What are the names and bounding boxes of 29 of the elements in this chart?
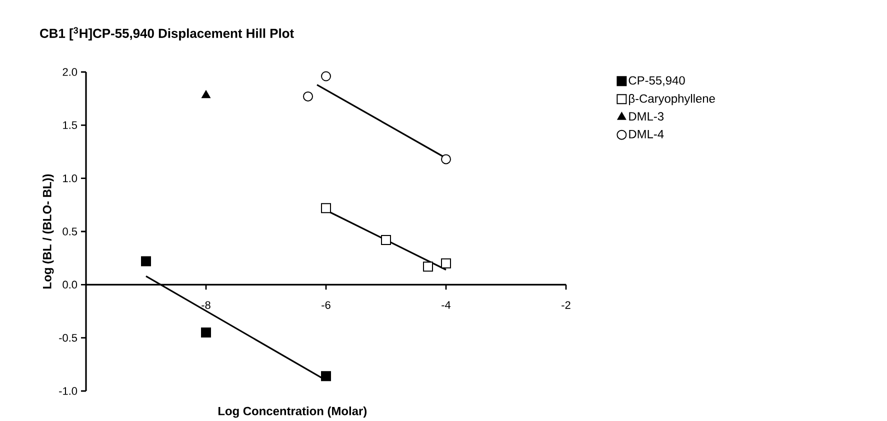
- legend-label: β-Caryophyllene: [629, 94, 715, 106]
- y-tick-label: 1.5: [63, 121, 78, 129]
- y-axis-title: Log (BL / (BLO- BL)): [42, 174, 54, 288]
- point: [321, 203, 332, 214]
- point: [381, 234, 392, 245]
- point: [441, 154, 452, 164]
- legend-label: DML-4: [629, 130, 664, 138]
- point: [321, 371, 332, 382]
- y-tick-label: 2.0: [62, 68, 78, 76]
- y-tick-label: 0.5: [62, 228, 78, 236]
- point: [441, 258, 452, 268]
- point: [202, 90, 210, 98]
- legend-label: DML-3: [629, 112, 664, 121]
- point: [303, 91, 314, 102]
- y-tick-label: 1.0: [63, 174, 78, 182]
- point: [423, 262, 434, 272]
- y-tick-label: -0.5: [59, 334, 78, 342]
- legend-label: CP-55,940: [628, 76, 685, 86]
- x-tick-label: -2: [562, 301, 570, 309]
- x-tick-label: -8: [202, 301, 210, 309]
- x-axis-title: Log Concentration (Molar): [218, 406, 367, 418]
- point: [321, 71, 332, 82]
- point: [141, 256, 152, 266]
- x-tick-label: -6: [322, 301, 330, 309]
- y-tick-label: -1.0: [59, 387, 78, 395]
- x-tick-label: -4: [442, 301, 451, 309]
- y-tick-label: 0.0: [62, 280, 78, 289]
- point: [201, 327, 212, 338]
- chart-title: CB1 [$^{3}$H]CP-55,940 Displacement Hill Plot: [40, 27, 294, 40]
